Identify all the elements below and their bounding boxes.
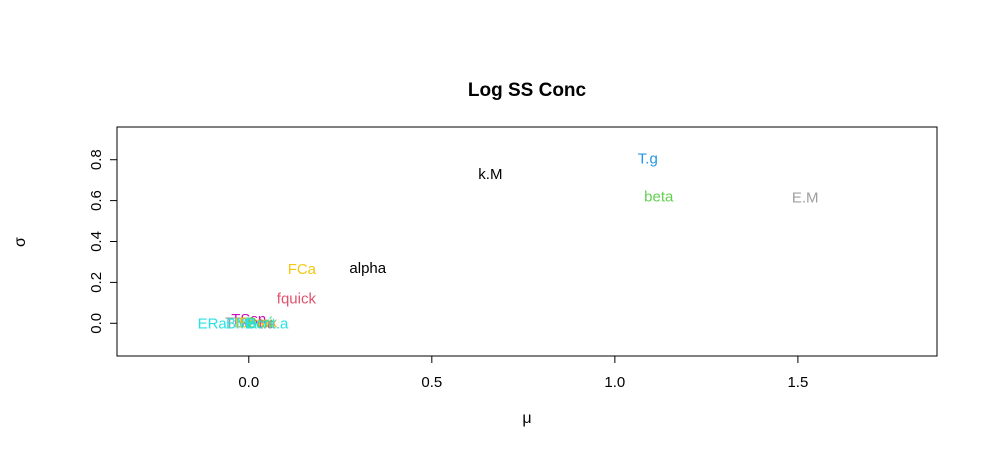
point-labels: T.g k.M beta E.M FCa alpha fquick TSsnTETBmaxtB… [198, 151, 819, 333]
point-label: FCa [288, 261, 317, 278]
x-tick-label: 1.5 [787, 374, 808, 391]
point-label: alpha [349, 260, 386, 277]
x-axis: 0.0 0.5 1.0 1.5 [238, 355, 808, 391]
x-tick-label: 0.0 [238, 374, 259, 391]
y-tick-label: 0.4 [88, 231, 105, 252]
point-label: tBmax [235, 314, 278, 331]
point-label: TBmax [225, 314, 273, 331]
point-label: TE [232, 314, 251, 331]
point-label: Bcri [247, 314, 273, 331]
point-label: ERa [198, 315, 228, 332]
x-tick-label: 1.0 [604, 374, 625, 391]
point-label: E.M [792, 190, 819, 207]
y-tick-label: 0.0 [88, 313, 105, 334]
point-label: BMa [226, 315, 258, 332]
point-label: TSsn [231, 311, 266, 328]
point-label: beta [644, 189, 674, 206]
point-label: Bcrit.a [246, 315, 289, 332]
point-label: k.M [478, 166, 502, 183]
point-label: fquick [277, 291, 317, 308]
y-tick-label: 0.2 [88, 272, 105, 293]
x-axis-label: μ [522, 410, 531, 427]
y-axis-label: σ [12, 237, 29, 247]
y-tick-label: 0.6 [88, 190, 105, 211]
x-tick-label: 0.5 [421, 374, 442, 391]
chart-title: Log SS Conc [468, 80, 587, 101]
y-axis: 0.0 0.2 0.4 0.6 0.8 [88, 149, 118, 334]
y-tick-label: 0.8 [88, 149, 105, 170]
point-label: T.g [638, 151, 658, 168]
point-label: t.a [259, 315, 276, 332]
